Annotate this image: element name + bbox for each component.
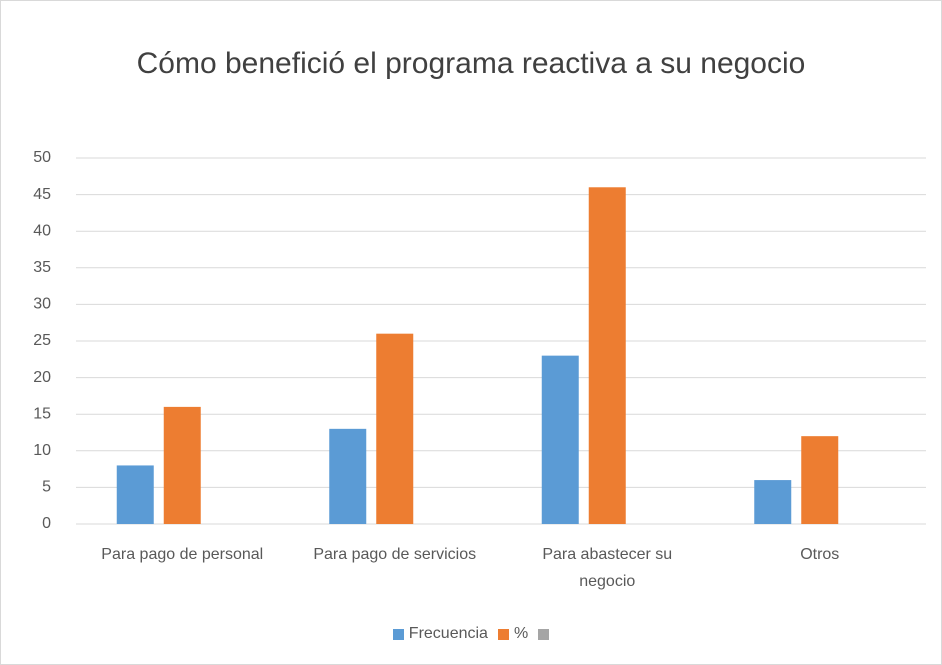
legend-item: % [497,625,529,643]
y-tick-label: 35 [33,259,51,276]
y-tick-label: 15 [33,405,51,422]
bar [588,187,626,524]
x-tick-label: Para pago de personal [101,546,264,563]
chart-title: Cómo benefició el programa reactiva a su… [136,47,806,80]
bar [376,333,414,524]
y-tick-label: 20 [33,369,51,386]
legend: Frecuencia% [1,625,941,643]
bar [116,465,154,524]
legend-swatch [392,628,404,640]
legend-label: Frecuencia [408,625,488,642]
bar [163,406,201,524]
x-tick-label: Para abastecer su negocio [542,546,673,590]
y-tick-label: 25 [33,332,51,349]
legend-swatch [538,628,550,640]
y-tick-label: 30 [33,296,51,313]
x-tick-label: Para pago de servicios [313,546,477,563]
x-tick-label: Otros [800,546,840,563]
legend-item: Frecuencia [392,625,488,643]
bar [329,428,367,524]
y-tick-label: 0 [42,515,51,532]
y-tick-label: 45 [33,186,51,203]
bar [541,355,579,524]
legend-item [538,625,550,643]
bar [754,480,792,524]
bar [801,436,839,524]
y-tick-label: 5 [42,479,51,496]
legend-label: % [513,625,529,642]
y-tick-label: 40 [33,222,51,239]
y-tick-label: 50 [33,149,51,166]
y-tick-label: 10 [33,442,51,459]
legend-swatch [497,628,509,640]
